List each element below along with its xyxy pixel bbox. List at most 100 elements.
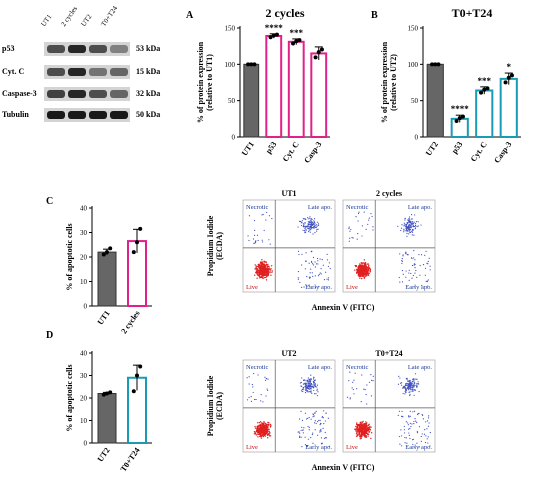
event-dot [268,239,270,241]
y-tick-label: 0 [232,134,236,142]
event-dot [309,276,311,278]
event-dot [365,266,368,268]
event-dot [406,230,409,232]
event-dot [263,261,265,263]
event-dot [305,284,307,286]
flow-y-axis-label: Propidium Iodide(ECDA) [206,375,224,436]
event-dot [367,272,369,275]
event-dot [308,262,310,264]
event-dot [414,418,416,420]
event-dot [405,384,407,386]
event-dot [428,257,430,259]
event-dot [314,393,316,395]
event-dot [326,253,328,255]
event-dot [323,410,325,412]
event-dot [360,265,363,267]
event-dot [305,260,307,262]
event-dot [402,255,404,257]
event-dot [362,271,364,273]
event-dot [260,425,263,427]
event-dot [256,277,258,279]
event-dot [317,224,320,226]
event-dot [310,436,312,439]
x-tick-label: UT2 [424,140,440,158]
event-dot [361,433,363,435]
kda-label: 50 kDa [136,110,161,119]
event-dot [310,251,312,253]
event-dot [412,229,415,231]
event-dot [409,231,411,233]
event-dot [313,384,315,386]
event-dot [355,265,358,267]
event-dot [301,377,303,379]
event-dot [305,389,307,391]
data-point [101,392,106,397]
event-dot [310,222,312,224]
event-dot [302,388,304,390]
quadrant-label-live: Live [346,284,358,291]
event-dot [261,427,263,429]
panel-a-letter: A [186,10,194,21]
event-dot [357,272,360,274]
event-dot [310,382,313,385]
event-dot [358,266,361,268]
event-dot [410,382,412,384]
event-dot [413,264,415,266]
event-dot [348,240,350,242]
event-dot [427,425,430,427]
event-dot [309,378,311,381]
event-dot [305,252,307,254]
event-dot [257,433,259,436]
event-dot [255,434,258,436]
event-dot [356,238,358,240]
dot-plot-title: UT2 [281,349,296,358]
event-dot [427,436,429,438]
event-dot [416,225,418,228]
event-dot [358,433,360,435]
blot-band [68,68,86,76]
event-dot [307,216,309,219]
event-dot [406,253,409,256]
panel-b-letter: B [371,10,378,21]
event-dot [263,426,266,429]
event-dot [411,218,413,220]
event-dot [297,250,300,252]
event-dot [406,379,408,381]
event-dot [358,273,361,276]
blot-image [44,42,130,122]
event-dot [408,233,410,235]
event-dot [354,372,356,374]
event-dot [359,277,361,279]
event-dot [405,251,407,253]
event-dot [409,384,411,386]
event-dot [310,219,312,221]
event-dot [363,211,365,213]
event-dot [416,378,418,380]
event-dot [401,260,403,262]
event-dot [406,222,408,224]
event-dot [413,250,415,252]
event-dot [259,421,262,423]
event-dot [361,225,363,227]
event-dot [429,431,431,434]
event-dot [267,437,269,439]
event-dot [312,226,314,228]
event-dot [397,383,400,385]
event-dot [270,268,272,270]
event-dot [361,429,363,432]
event-dot [420,254,423,256]
event-dot [310,390,312,392]
event-dot [268,433,271,435]
event-dot [263,263,265,265]
event-dot [300,381,302,384]
event-dot [409,385,411,387]
event-dot [305,390,307,392]
event-dot [262,241,264,243]
event-dot [410,383,412,385]
event-dot [369,425,371,428]
event-dot [422,264,425,266]
event-dot [304,222,306,224]
event-dot [363,274,366,276]
event-dot [402,387,404,390]
event-dot [366,422,368,424]
